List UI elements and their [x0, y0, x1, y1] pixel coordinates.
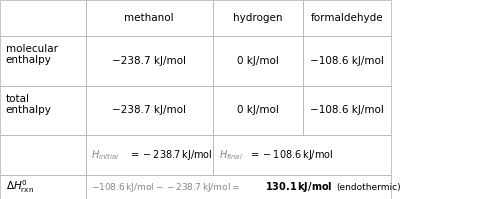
Text: total
enthalpy: total enthalpy: [6, 94, 52, 115]
Bar: [212, 135, 390, 175]
Bar: [85, 175, 390, 199]
Bar: [212, 36, 303, 86]
Bar: [212, 86, 303, 135]
Bar: [212, 0, 303, 36]
Text: formaldehyde: formaldehyde: [310, 13, 383, 23]
Text: $\mathit{H}_\mathit{initial}$: $\mathit{H}_\mathit{initial}$: [91, 148, 119, 162]
Bar: [303, 86, 390, 135]
Text: hydrogen: hydrogen: [233, 13, 282, 23]
Bar: [0, 36, 85, 86]
Text: (endothermic): (endothermic): [335, 182, 400, 192]
Text: −108.6 kJ/mol: −108.6 kJ/mol: [309, 56, 384, 66]
Text: $\mathit{H}_\mathit{final}$: $\mathit{H}_\mathit{final}$: [218, 148, 242, 162]
Bar: [303, 36, 390, 86]
Text: 0 kJ/mol: 0 kJ/mol: [237, 105, 278, 115]
Text: −238.7 kJ/mol: −238.7 kJ/mol: [112, 56, 186, 66]
Bar: [85, 0, 212, 36]
Text: −108.6 kJ/mol: −108.6 kJ/mol: [309, 105, 384, 115]
Text: $\Delta H^0_\mathrm{rxn}$: $\Delta H^0_\mathrm{rxn}$: [6, 179, 34, 195]
Bar: [0, 86, 85, 135]
Text: $-108.6\,\mathrm{kJ/mol} - -238.7\,\mathrm{kJ/mol} = $: $-108.6\,\mathrm{kJ/mol} - -238.7\,\math…: [91, 180, 240, 194]
Text: $= -108.6\,\mathrm{kJ/mol}$: $= -108.6\,\mathrm{kJ/mol}$: [249, 148, 333, 162]
Bar: [0, 135, 85, 175]
Text: molecular
enthalpy: molecular enthalpy: [6, 44, 58, 65]
Bar: [85, 86, 212, 135]
Text: $= -238.7\,\mathrm{kJ/mol}$: $= -238.7\,\mathrm{kJ/mol}$: [128, 148, 212, 162]
Text: −238.7 kJ/mol: −238.7 kJ/mol: [112, 105, 186, 115]
Bar: [303, 0, 390, 36]
Bar: [85, 135, 212, 175]
Text: $\mathbf{130.1\,kJ/mol}$: $\mathbf{130.1\,kJ/mol}$: [264, 180, 332, 194]
Bar: [0, 0, 85, 36]
Bar: [0, 175, 85, 199]
Text: methanol: methanol: [124, 13, 174, 23]
Bar: [85, 36, 212, 86]
Text: 0 kJ/mol: 0 kJ/mol: [237, 56, 278, 66]
